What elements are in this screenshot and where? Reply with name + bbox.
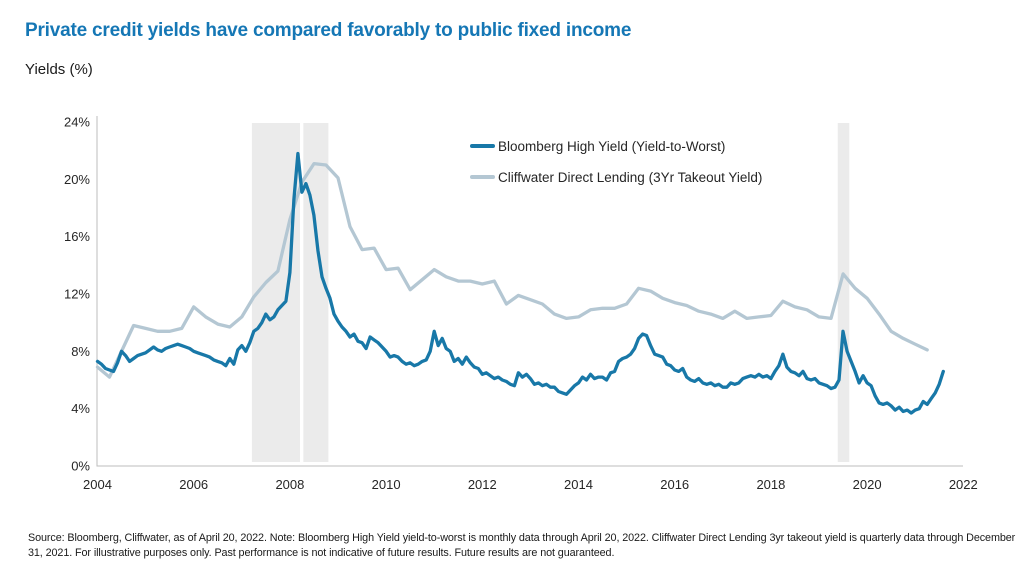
y-tick-label-24%: 24% bbox=[64, 115, 90, 130]
y-tick-label-8%: 8% bbox=[71, 344, 90, 359]
source-footnote: Source: Bloomberg, Cliffwater, as of Apr… bbox=[28, 531, 1018, 561]
y-tick-label-12%: 12% bbox=[64, 287, 90, 302]
legend-item-bloomberg-high-yield: Bloomberg High Yield (Yield-to-Worst) bbox=[470, 137, 762, 155]
recession-band-recession-2008-part1 bbox=[251, 123, 301, 462]
x-tick-label-2020: 2020 bbox=[853, 477, 882, 492]
footnote-line-2: 31, 2021. For illustrative purposes only… bbox=[28, 547, 615, 559]
recession-band-recession-covid-2020 bbox=[837, 123, 850, 462]
y-tick-label-16%: 16% bbox=[64, 229, 90, 244]
y-tick-label-0%: 0% bbox=[71, 459, 90, 474]
x-tick-label-2004: 2004 bbox=[83, 477, 112, 492]
y-tick-label-4%: 4% bbox=[71, 401, 90, 416]
x-tick-label-2008: 2008 bbox=[275, 477, 304, 492]
recession-band-recession-2008-part2 bbox=[303, 123, 329, 462]
series-line-cliffwater bbox=[95, 161, 929, 379]
x-tick-label-2016: 2016 bbox=[660, 477, 689, 492]
series-line-bloomberg bbox=[95, 151, 945, 415]
legend-label-cliffwater: Cliffwater Direct Lending (3Yr Takeout Y… bbox=[498, 169, 763, 185]
y-axis-title: Yields (%) bbox=[25, 61, 93, 78]
y-tick-label-20%: 20% bbox=[64, 172, 90, 187]
legend-swatch-bloomberg-icon bbox=[470, 144, 495, 148]
x-tick-label-2018: 2018 bbox=[756, 477, 785, 492]
x-tick-label-2010: 2010 bbox=[372, 477, 401, 492]
page-title: Private credit yields have compared favo… bbox=[25, 20, 632, 41]
legend-item-cliffwater-direct-lending: Cliffwater Direct Lending (3Yr Takeout Y… bbox=[470, 168, 762, 186]
legend: Bloomberg High Yield (Yield-to-Worst) Cl… bbox=[470, 137, 762, 199]
legend-swatch-cliffwater-icon bbox=[470, 175, 495, 179]
x-tick-label-2006: 2006 bbox=[179, 477, 208, 492]
legend-label-bloomberg: Bloomberg High Yield (Yield-to-Worst) bbox=[498, 138, 726, 154]
x-tick-label-2012: 2012 bbox=[468, 477, 497, 492]
x-tick-label-2022: 2022 bbox=[949, 477, 978, 492]
x-tick-label-2014: 2014 bbox=[564, 477, 593, 492]
footnote-line-1: Source: Bloomberg, Cliffwater, as of Apr… bbox=[28, 532, 1016, 544]
